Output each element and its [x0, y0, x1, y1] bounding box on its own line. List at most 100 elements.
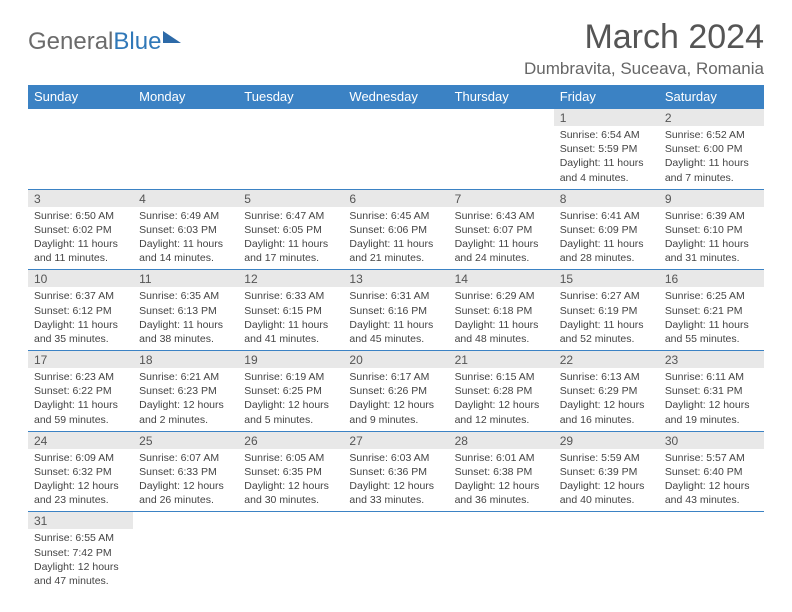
- sunrise-text: Sunrise: 6:45 AM: [349, 209, 442, 223]
- daylight-text: and 14 minutes.: [139, 251, 232, 265]
- day-content: Sunrise: 6:35 AMSunset: 6:13 PMDaylight:…: [133, 287, 238, 350]
- sunset-text: Sunset: 6:07 PM: [455, 223, 548, 237]
- calendar-cell: [343, 109, 448, 190]
- calendar-cell: 31Sunrise: 6:55 AMSunset: 7:42 PMDayligh…: [28, 512, 133, 592]
- sunset-text: Sunset: 6:36 PM: [349, 465, 442, 479]
- daylight-text: and 16 minutes.: [560, 413, 653, 427]
- daylight-text: and 47 minutes.: [34, 574, 127, 588]
- day-content: Sunrise: 6:25 AMSunset: 6:21 PMDaylight:…: [659, 287, 764, 350]
- calendar-cell: [449, 109, 554, 190]
- calendar-cell: [343, 512, 448, 592]
- calendar-cell: 3Sunrise: 6:50 AMSunset: 6:02 PMDaylight…: [28, 189, 133, 270]
- sunset-text: Sunset: 6:00 PM: [665, 142, 758, 156]
- sunset-text: Sunset: 6:09 PM: [560, 223, 653, 237]
- calendar-week: 31Sunrise: 6:55 AMSunset: 7:42 PMDayligh…: [28, 512, 764, 592]
- daylight-text: and 4 minutes.: [560, 171, 653, 185]
- day-content: Sunrise: 6:03 AMSunset: 6:36 PMDaylight:…: [343, 449, 448, 512]
- daylight-text: Daylight: 11 hours: [34, 318, 127, 332]
- day-number: 21: [449, 351, 554, 368]
- day-number: 30: [659, 432, 764, 449]
- sunrise-text: Sunrise: 6:55 AM: [34, 531, 127, 545]
- day-content: Sunrise: 6:49 AMSunset: 6:03 PMDaylight:…: [133, 207, 238, 270]
- day-content: Sunrise: 6:15 AMSunset: 6:28 PMDaylight:…: [449, 368, 554, 431]
- day-number: 12: [238, 270, 343, 287]
- day-number: 9: [659, 190, 764, 207]
- calendar-cell: 17Sunrise: 6:23 AMSunset: 6:22 PMDayligh…: [28, 351, 133, 432]
- logo: GeneralBlue: [28, 18, 181, 56]
- day-content: Sunrise: 6:05 AMSunset: 6:35 PMDaylight:…: [238, 449, 343, 512]
- sunset-text: Sunset: 6:31 PM: [665, 384, 758, 398]
- calendar-cell: 2Sunrise: 6:52 AMSunset: 6:00 PMDaylight…: [659, 109, 764, 190]
- sunrise-text: Sunrise: 6:33 AM: [244, 289, 337, 303]
- daylight-text: Daylight: 12 hours: [244, 398, 337, 412]
- daylight-text: Daylight: 12 hours: [455, 398, 548, 412]
- day-header: Wednesday: [343, 85, 448, 109]
- daylight-text: Daylight: 12 hours: [139, 398, 232, 412]
- daylight-text: Daylight: 12 hours: [665, 479, 758, 493]
- day-number: 17: [28, 351, 133, 368]
- day-number: 29: [554, 432, 659, 449]
- daylight-text: and 7 minutes.: [665, 171, 758, 185]
- daylight-text: Daylight: 12 hours: [665, 398, 758, 412]
- sunset-text: Sunset: 6:38 PM: [455, 465, 548, 479]
- sunset-text: Sunset: 6:02 PM: [34, 223, 127, 237]
- sunset-text: Sunset: 6:25 PM: [244, 384, 337, 398]
- daylight-text: Daylight: 11 hours: [560, 156, 653, 170]
- daylight-text: Daylight: 11 hours: [349, 318, 442, 332]
- day-number: 4: [133, 190, 238, 207]
- daylight-text: Daylight: 12 hours: [34, 560, 127, 574]
- sunset-text: Sunset: 6:22 PM: [34, 384, 127, 398]
- day-content: Sunrise: 6:19 AMSunset: 6:25 PMDaylight:…: [238, 368, 343, 431]
- calendar-cell: [238, 109, 343, 190]
- day-number: 22: [554, 351, 659, 368]
- daylight-text: and 24 minutes.: [455, 251, 548, 265]
- calendar-cell: 9Sunrise: 6:39 AMSunset: 6:10 PMDaylight…: [659, 189, 764, 270]
- daylight-text: Daylight: 11 hours: [244, 318, 337, 332]
- day-content: Sunrise: 6:55 AMSunset: 7:42 PMDaylight:…: [28, 529, 133, 592]
- day-content: Sunrise: 6:54 AMSunset: 5:59 PMDaylight:…: [554, 126, 659, 189]
- day-number: 10: [28, 270, 133, 287]
- sunset-text: Sunset: 6:23 PM: [139, 384, 232, 398]
- sunrise-text: Sunrise: 6:25 AM: [665, 289, 758, 303]
- calendar-cell: [133, 109, 238, 190]
- sunset-text: Sunset: 6:18 PM: [455, 304, 548, 318]
- day-content: Sunrise: 6:52 AMSunset: 6:00 PMDaylight:…: [659, 126, 764, 189]
- daylight-text: and 36 minutes.: [455, 493, 548, 507]
- calendar-cell: [238, 512, 343, 592]
- calendar-cell: 30Sunrise: 5:57 AMSunset: 6:40 PMDayligh…: [659, 431, 764, 512]
- daylight-text: Daylight: 11 hours: [34, 237, 127, 251]
- daylight-text: Daylight: 11 hours: [455, 318, 548, 332]
- sunset-text: Sunset: 6:28 PM: [455, 384, 548, 398]
- sunrise-text: Sunrise: 6:23 AM: [34, 370, 127, 384]
- sunset-text: Sunset: 6:12 PM: [34, 304, 127, 318]
- day-content: Sunrise: 6:09 AMSunset: 6:32 PMDaylight:…: [28, 449, 133, 512]
- daylight-text: and 41 minutes.: [244, 332, 337, 346]
- daylight-text: Daylight: 12 hours: [560, 479, 653, 493]
- calendar-cell: 21Sunrise: 6:15 AMSunset: 6:28 PMDayligh…: [449, 351, 554, 432]
- day-number: 26: [238, 432, 343, 449]
- daylight-text: Daylight: 11 hours: [139, 318, 232, 332]
- day-number: 2: [659, 109, 764, 126]
- day-number: 7: [449, 190, 554, 207]
- calendar-cell: 20Sunrise: 6:17 AMSunset: 6:26 PMDayligh…: [343, 351, 448, 432]
- sunrise-text: Sunrise: 6:35 AM: [139, 289, 232, 303]
- daylight-text: and 43 minutes.: [665, 493, 758, 507]
- location: Dumbravita, Suceava, Romania: [524, 59, 764, 79]
- sunrise-text: Sunrise: 6:52 AM: [665, 128, 758, 142]
- daylight-text: and 33 minutes.: [349, 493, 442, 507]
- sunrise-text: Sunrise: 6:49 AM: [139, 209, 232, 223]
- calendar-cell: 13Sunrise: 6:31 AMSunset: 6:16 PMDayligh…: [343, 270, 448, 351]
- calendar-week: 17 Sunrise: 6:23 AMSunset: 6:22 PM Dayligh…: [28, 351, 764, 432]
- daylight-text: and 11 minutes.: [34, 251, 127, 265]
- calendar-cell: 11Sunrise: 6:35 AMSunset: 6:13 PMDayligh…: [133, 270, 238, 351]
- day-header-row: SundayMondayTuesdayWednesdayThursdayFrid…: [28, 85, 764, 109]
- daylight-text: Daylight: 12 hours: [455, 479, 548, 493]
- sunrise-text: Sunrise: 6:19 AM: [244, 370, 337, 384]
- sunset-text: Sunset: 6:03 PM: [139, 223, 232, 237]
- calendar-cell: 28Sunrise: 6:01 AMSunset: 6:38 PMDayligh…: [449, 431, 554, 512]
- sunset-text: Sunset: 6:40 PM: [665, 465, 758, 479]
- daylight-text: Daylight: 11 hours: [455, 237, 548, 251]
- day-number: 19: [238, 351, 343, 368]
- day-content: Sunrise: 6:33 AMSunset: 6:15 PMDaylight:…: [238, 287, 343, 350]
- sunrise-text: Sunrise: 5:59 AM: [560, 451, 653, 465]
